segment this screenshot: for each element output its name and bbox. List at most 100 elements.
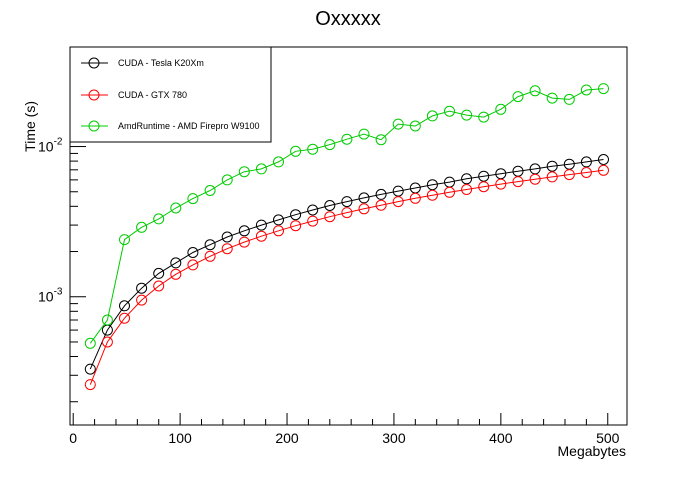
data-point [392, 118, 404, 130]
data-point [170, 268, 182, 280]
data-point [563, 169, 575, 181]
data-point [255, 163, 267, 175]
legend-marker [88, 89, 100, 101]
x-tick-label: 0 [69, 430, 77, 446]
x-axis: 0 100 200 300 400 500 [69, 413, 620, 446]
data-point [546, 92, 558, 104]
data-point [529, 85, 541, 97]
data-point [221, 231, 233, 243]
data-point [375, 188, 387, 200]
data-point [598, 154, 609, 165]
data-point [290, 209, 302, 221]
data-point [324, 139, 336, 151]
data-point [273, 214, 284, 226]
data-point [546, 160, 558, 172]
data-point [255, 219, 267, 231]
data-point [221, 174, 233, 186]
x-tick-label: 500 [596, 430, 620, 446]
y-axis: 10-3 10-2 [38, 55, 86, 403]
legend-marker [88, 120, 100, 132]
data-point [324, 200, 336, 211]
legend-label: CUDA - Tesla K20Xm [118, 58, 204, 68]
data-point [409, 120, 421, 132]
data-point [187, 193, 199, 205]
data-point [495, 178, 507, 190]
data-point [341, 207, 353, 219]
data-point [358, 192, 370, 204]
legend: CUDA - Tesla K20Xm CUDA - GTX 780 AmdRunti… [69, 46, 272, 143]
data-point [238, 236, 250, 248]
data-point [563, 93, 575, 105]
x-tick-label: 400 [489, 430, 513, 446]
data-point [119, 234, 130, 246]
data-point [461, 173, 473, 185]
series-layer [84, 83, 609, 391]
data-point [204, 239, 216, 251]
series-0 [84, 154, 609, 375]
data-point [136, 282, 148, 294]
data-point [426, 110, 438, 122]
data-point [84, 363, 96, 375]
data-point [598, 83, 609, 95]
data-point [341, 133, 353, 145]
data-point [187, 247, 199, 258]
series-2 [84, 83, 609, 349]
data-point [221, 243, 233, 255]
plot-frame [69, 46, 628, 426]
x-axis-label: Megabytes [558, 443, 626, 459]
data-point [273, 225, 284, 237]
data-point [238, 225, 250, 237]
series-line [89, 159, 604, 370]
chart-title: Oxxxxx [315, 8, 381, 30]
data-point [478, 181, 490, 193]
x-tick-label: 100 [168, 430, 192, 446]
data-point [529, 173, 541, 185]
data-point [170, 202, 182, 214]
legend-marker [88, 57, 100, 69]
data-point [119, 312, 130, 324]
y-tick-exponent: -2 [54, 137, 63, 148]
data-point [324, 211, 336, 223]
data-point [358, 203, 370, 215]
data-point [290, 145, 302, 157]
data-point [426, 189, 438, 201]
data-point [375, 199, 387, 211]
y-tick-label: 10-3 [38, 287, 63, 305]
data-point [101, 336, 113, 348]
legend-label: CUDA - GTX 780 [118, 90, 187, 100]
data-point [238, 166, 250, 178]
legend-label: AmdRuntime - AMD Firepro W9100 [118, 121, 260, 131]
data-point [290, 220, 302, 232]
data-point [444, 186, 455, 198]
data-point [495, 103, 507, 115]
data-point [307, 215, 319, 227]
data-point [136, 294, 148, 306]
data-point [512, 91, 524, 103]
data-point [273, 156, 284, 168]
data-point [392, 196, 404, 208]
data-point [307, 204, 319, 216]
data-point [84, 379, 96, 391]
data-point [375, 134, 387, 146]
data-point [153, 280, 165, 292]
data-point [204, 185, 216, 196]
data-point [153, 213, 165, 225]
data-point [187, 259, 199, 271]
data-point [153, 267, 165, 279]
y-tick-label: 10-2 [38, 137, 63, 155]
data-point [119, 300, 130, 312]
data-point [170, 257, 182, 269]
data-point [101, 314, 113, 326]
data-point [580, 84, 592, 96]
data-point [580, 167, 592, 178]
data-point [204, 250, 216, 262]
series-line [89, 88, 604, 344]
data-point [546, 171, 558, 183]
data-point [461, 109, 473, 121]
series-1 [84, 164, 609, 391]
series-line [89, 169, 604, 385]
data-point [307, 143, 319, 155]
data-point [580, 156, 592, 168]
data-point [478, 111, 490, 123]
